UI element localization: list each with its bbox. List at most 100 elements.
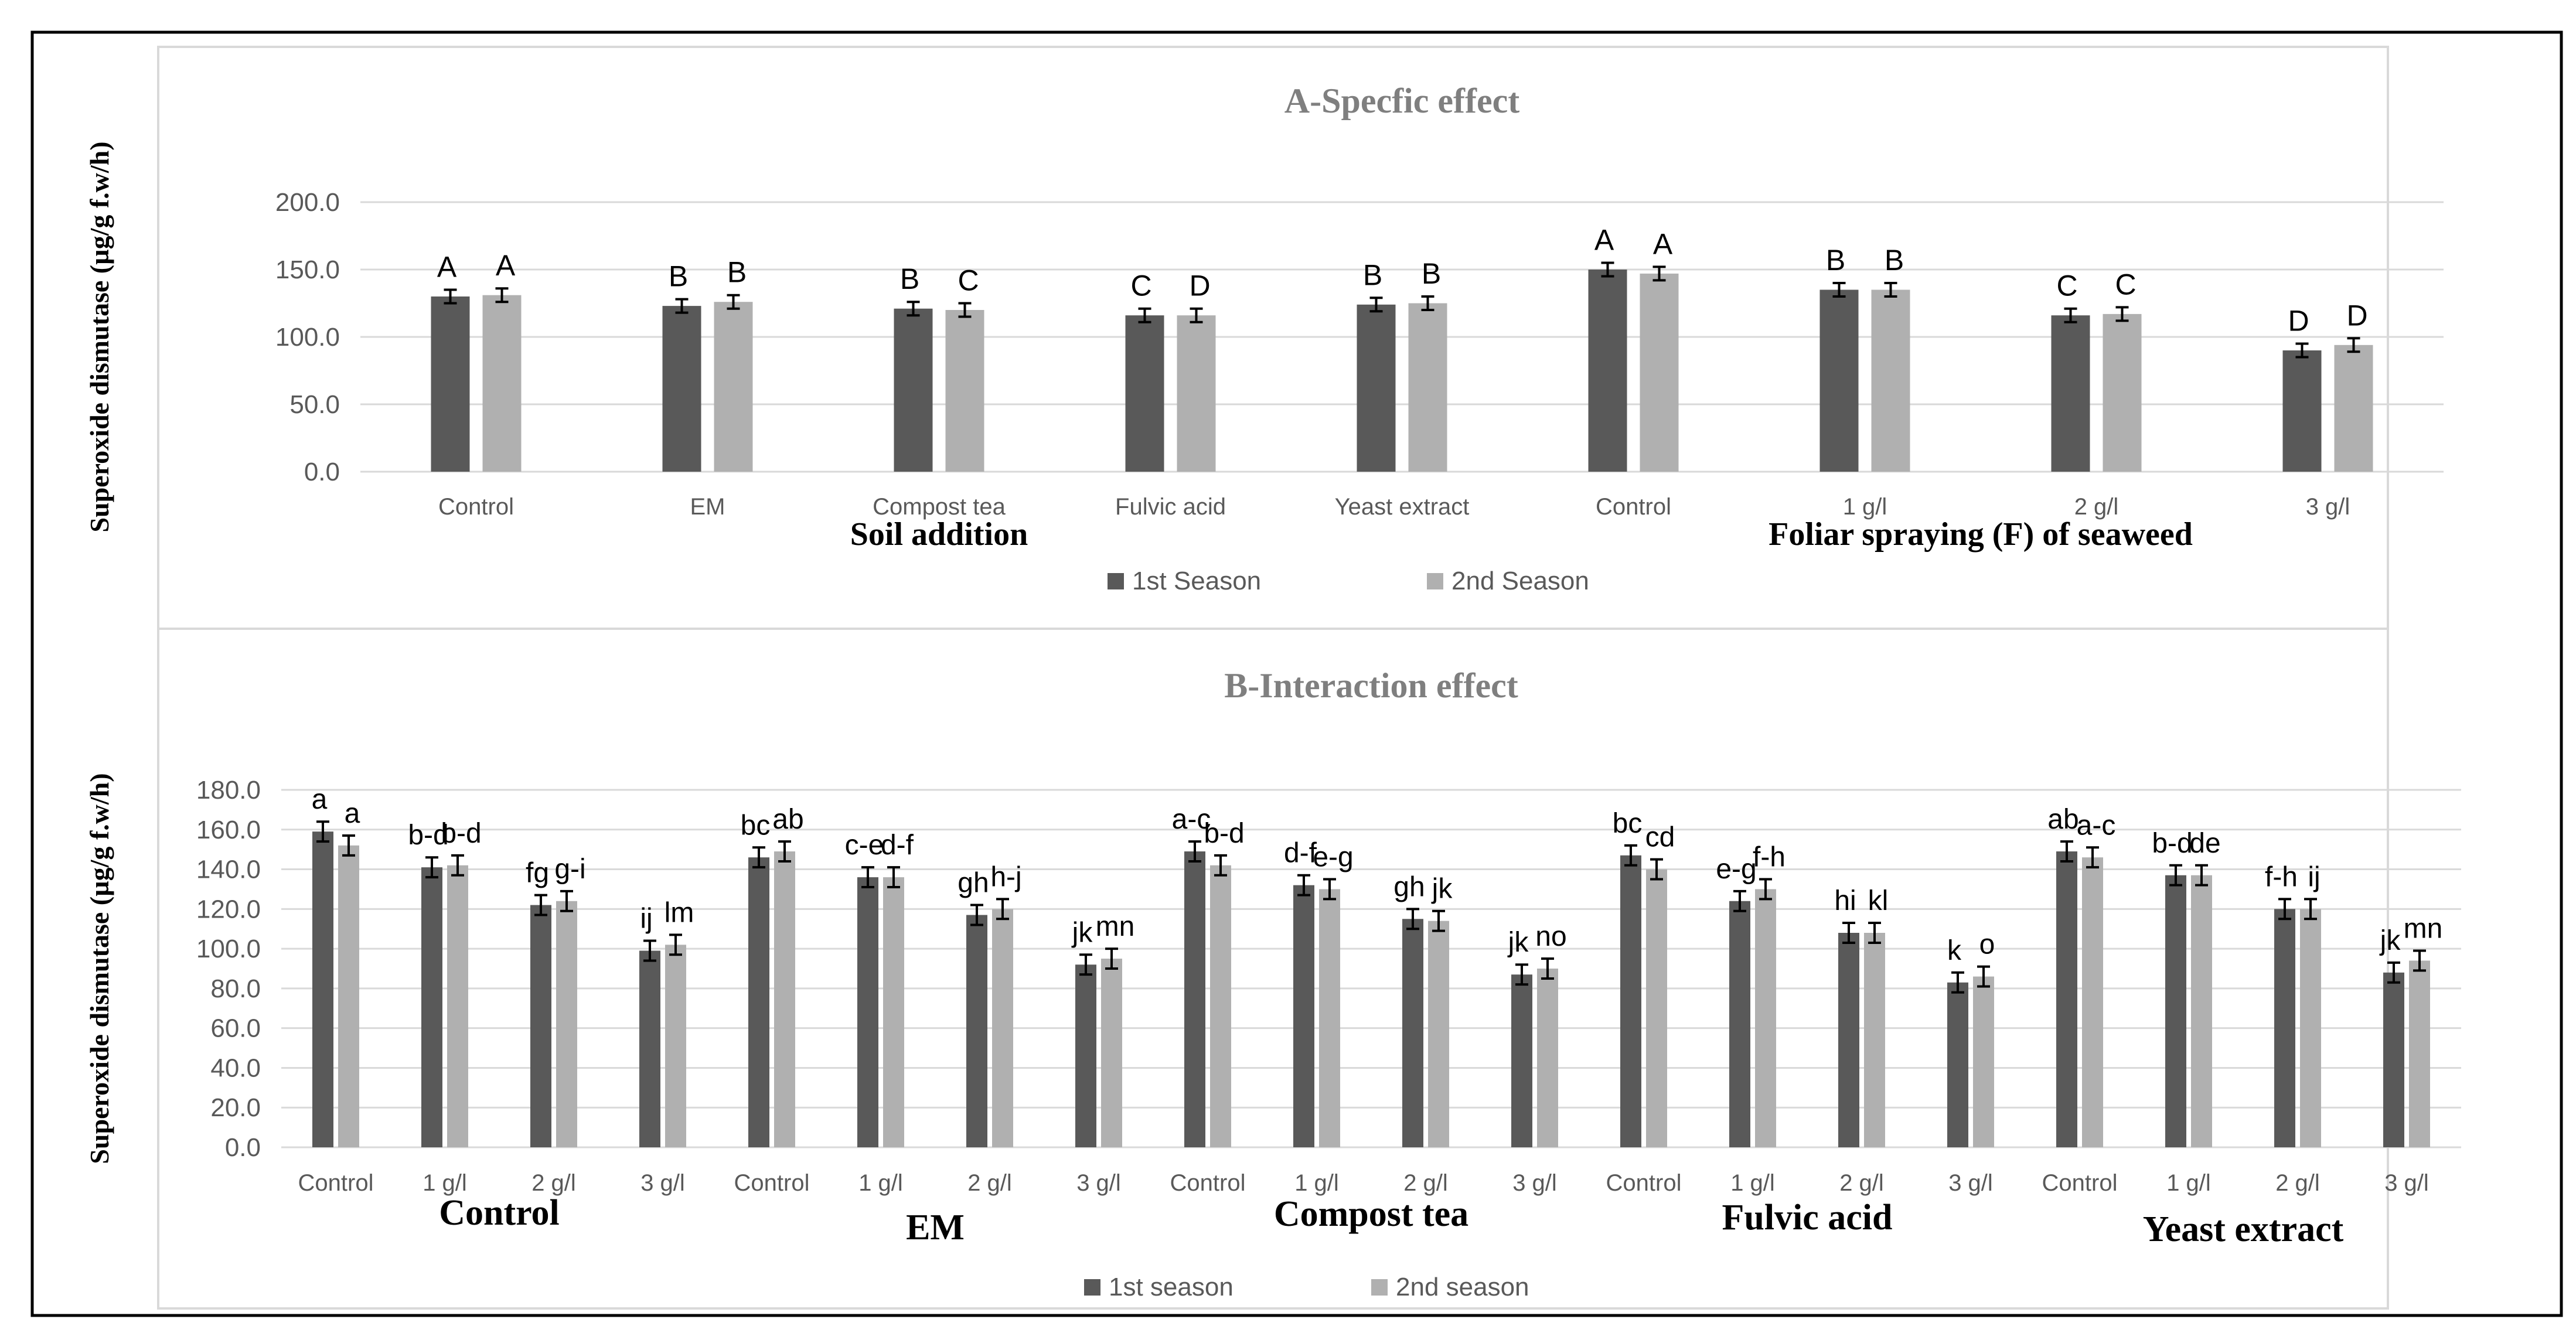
y-tick-label: 120.0	[196, 895, 261, 923]
bar-series1	[312, 831, 333, 1147]
significance-letter: b-d	[1204, 818, 1244, 849]
bar-series2	[1319, 889, 1340, 1147]
y-tick-label: 180.0	[196, 776, 261, 805]
significance-letter: D	[2346, 299, 2367, 332]
x-tick-label: Yeast extract	[1335, 494, 1470, 520]
bar-series1	[748, 857, 769, 1147]
x-tick-label: Compost tea	[873, 494, 1006, 520]
significance-letter: fg	[526, 858, 549, 889]
x-tick-label: 3 g/l	[1512, 1170, 1557, 1196]
bar-series1	[1402, 919, 1423, 1147]
significance-letter: a-c	[1172, 804, 1211, 835]
bar-series2	[1428, 921, 1449, 1147]
y-tick-label: 200.0	[275, 188, 340, 217]
x-tick-label: 1 g/l	[422, 1170, 467, 1196]
x-tick-label: Control	[1606, 1170, 1682, 1196]
x-tick-label: Control	[1596, 494, 1671, 520]
y-tick-label: 100.0	[275, 323, 340, 352]
y-tick-label: 100.0	[196, 935, 261, 963]
chart-title: A-Specfic effect	[1284, 81, 1519, 120]
bar-series2	[2334, 345, 2373, 472]
significance-letter: C	[1130, 270, 1151, 302]
significance-letter: A	[437, 251, 457, 284]
y-axis-label: Superoxide dismutase (µg/g f.w/h)	[84, 773, 114, 1164]
significance-letter: kl	[1868, 885, 1889, 916]
y-tick-label: 150.0	[275, 255, 340, 284]
bar-series2	[2103, 313, 2142, 472]
x-tick-label: 1 g/l	[1730, 1170, 1775, 1196]
bar-series2	[1177, 315, 1216, 472]
x-tick-label: Control	[2042, 1170, 2118, 1196]
significance-letter: o	[1979, 929, 1995, 960]
significance-letter: f-h	[2265, 861, 2298, 892]
significance-letter: d-f	[1284, 838, 1317, 869]
group-label: Fulvic acid	[1722, 1198, 1892, 1238]
group-label: Compost tea	[1274, 1194, 1468, 1234]
significance-letter: jk	[1071, 917, 1093, 948]
bar-series2	[2191, 875, 2212, 1147]
group-label: Soil addition	[850, 516, 1028, 553]
x-tick-label: 1 g/l	[858, 1170, 903, 1196]
bar-series2	[992, 909, 1013, 1147]
significance-letter: h-j	[990, 861, 1021, 892]
bar-series1	[662, 306, 701, 472]
bar-series1	[2056, 851, 2077, 1147]
bar-series2	[945, 310, 984, 472]
significance-letter: c-e	[845, 830, 884, 861]
significance-letter: g-i	[554, 854, 585, 885]
y-axis-label: Superoxide dismutase (µg/g f.w/h)	[84, 141, 114, 532]
legend-label: 1st season	[1109, 1273, 1234, 1301]
significance-letter: B	[1885, 244, 1904, 277]
bar-series1	[2165, 875, 2186, 1147]
significance-letter: gh	[1393, 871, 1425, 902]
x-tick-label: 2 g/l	[531, 1170, 576, 1196]
x-tick-label: 3 g/l	[2384, 1170, 2429, 1196]
significance-letter: D	[1189, 270, 1210, 302]
y-tick-label: 0.0	[225, 1133, 261, 1162]
bar-series2	[665, 945, 686, 1147]
bar-series2	[714, 302, 753, 472]
significance-letter: B	[1826, 244, 1845, 277]
bar-series1	[2383, 972, 2404, 1147]
significance-letter: C	[2115, 268, 2136, 301]
chart-b-interaction-effect: B-Interaction effect Superoxide dismutase…	[84, 666, 2461, 1301]
bar-series1	[421, 867, 442, 1147]
significance-letter: gh	[958, 868, 989, 899]
x-tick-label: 2 g/l	[2074, 494, 2119, 520]
x-tick-label: 1 g/l	[1843, 494, 1887, 520]
significance-letter: jk	[1507, 927, 1529, 958]
bar-series2	[2409, 960, 2430, 1147]
chart-a-specific-effect: A-Specfic effect Superoxide dismutase (µg…	[84, 81, 2444, 595]
bar-series1	[1819, 289, 1859, 472]
bar-series1	[1947, 982, 1968, 1147]
bar-series1	[1838, 933, 1859, 1147]
significance-letter: a	[312, 784, 328, 815]
chart-title: B-Interaction effect	[1224, 666, 1518, 705]
legend-label: 2nd Season	[1451, 567, 1589, 595]
x-tick-label: 3 g/l	[2306, 494, 2350, 520]
significance-letter: e-g	[1716, 854, 1756, 885]
significance-letter: B	[900, 263, 919, 295]
significance-letter: a-c	[2077, 810, 2116, 841]
x-tick-label: 2 g/l	[1403, 1170, 1448, 1196]
bar-series2	[338, 845, 359, 1147]
x-tick-label: 1 g/l	[2166, 1170, 2211, 1196]
group-label: EM	[906, 1208, 965, 1247]
x-tick-label: Control	[734, 1170, 810, 1196]
significance-letter: C	[2056, 270, 2077, 302]
significance-letter: C	[958, 264, 979, 297]
bar-series1	[857, 877, 878, 1147]
x-tick-label: EM	[690, 494, 725, 520]
bar-series1	[431, 296, 470, 472]
significance-letter: bc	[1613, 808, 1643, 839]
significance-letter: lm	[665, 897, 694, 928]
significance-letter: A	[496, 249, 516, 282]
x-tick-label: 2 g/l	[2275, 1170, 2320, 1196]
x-tick-label: Control	[298, 1170, 374, 1196]
bar-series2	[1101, 959, 1122, 1147]
bar-series1	[966, 915, 987, 1147]
significance-letter: hi	[1834, 885, 1856, 916]
y-tick-label: 60.0	[210, 1014, 261, 1043]
bar-series1	[1357, 304, 1396, 472]
x-tick-label: Fulvic acid	[1115, 494, 1226, 520]
